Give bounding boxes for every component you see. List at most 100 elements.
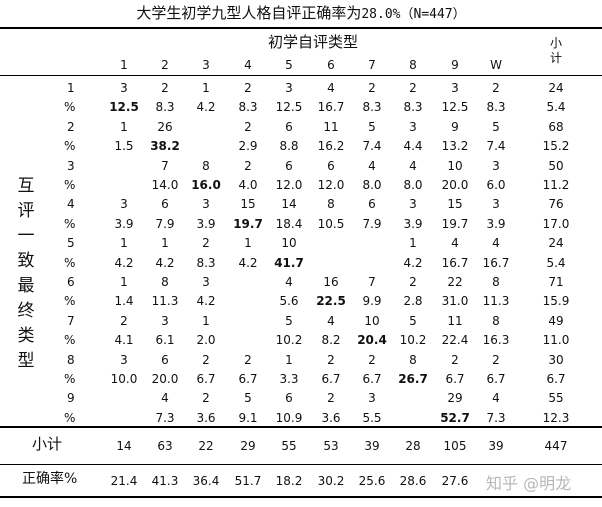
subtotal-label: 小计 [32,435,63,453]
column-header: 3 [202,58,210,72]
row-label: % [64,410,76,425]
table-cell: 9.9 [362,294,382,309]
table-cell: 9.1 [238,410,258,425]
subtotal-cell: 39 [488,439,504,453]
table-cell: 15 [447,197,463,212]
table-cell: 2 [244,352,252,367]
subtotal-cell: 29 [240,439,256,453]
table-cell: 76 [548,197,564,212]
table-cell: 6.7 [486,372,506,386]
subtotal-header: 小 计 [549,36,562,65]
table-cell: 3 [120,81,128,95]
table-cell: 31.0 [441,294,469,309]
table-cell: 5.5 [362,410,382,425]
table-cell: 52.7 [440,410,470,425]
table-cell: 14 [281,197,297,212]
side-label-char: 终 [17,301,35,321]
table-cell: 4 [451,236,459,251]
accuracy-cell: 36.4 [192,474,220,488]
table-cell: 7 [161,158,169,173]
table-cell: 12.5 [109,100,139,115]
subtotal-cell: 28 [405,439,421,453]
table-cell: 22.5 [316,294,346,309]
table-cell: 11.3 [151,294,179,309]
row-label: % [64,333,76,348]
table-cell: 29 [447,391,463,406]
table-cell: 6.7 [445,372,465,386]
table-cell: 6.1 [155,333,175,348]
table-cell: 4 [285,275,293,289]
table-cell: 49 [548,313,564,328]
table-cell: 4 [161,391,169,406]
table-cell: 1 [285,352,293,367]
table-cell: 10.2 [275,333,303,348]
table-cell: 10 [447,158,463,173]
table-cell: 11.3 [482,294,510,309]
table-cell: 1 [202,81,210,95]
table-cell: 6.7 [321,372,341,386]
table-cell: 3 [409,119,417,134]
table-cell: 4 [368,158,376,173]
table-cell: 8 [492,313,500,328]
table-cell: 2 [327,352,335,367]
table-cell: 8.3 [486,100,506,115]
table-cell: 8.3 [196,255,216,270]
table-cell: 7.9 [155,216,175,231]
table-cell: 5 [409,313,417,328]
accuracy-cell: 30.2 [317,474,345,488]
table-cell: 2.0 [196,333,216,348]
subtotal-cell: 14 [116,439,132,453]
table-cell: 4 [409,158,417,173]
table-cell: 8 [327,197,335,212]
table-cell: 38.2 [150,139,180,154]
table-cell: 2 [244,119,252,134]
table-cell: 1 [409,236,417,251]
table-cell: 19.7 [441,216,469,231]
table-cell: 10.5 [317,216,345,231]
table-cell: 1 [120,119,128,134]
table-cell: 3.9 [403,216,423,231]
table-cell: 16.7 [482,255,510,270]
table-cell: 2 [244,158,252,173]
table-cell: 16.7 [317,100,345,115]
column-header: 6 [327,58,335,72]
table-cell: 4.2 [155,255,175,270]
table-cell: 2 [161,81,169,95]
table-cell: 3 [285,81,293,95]
table-cell: 2 [368,81,376,95]
table-cell: 5.4 [546,100,566,115]
table-cell: 3 [492,197,500,212]
table-cell: 3.9 [114,216,134,231]
table-cell: 5 [285,313,293,328]
table-cell: 11.0 [542,333,570,348]
accuracy-cell: 51.7 [234,474,262,488]
side-label-char: 评 [17,201,35,221]
table-cell: 4.2 [238,255,258,270]
row-label: % [64,372,76,386]
table-cell: 3 [409,197,417,212]
table-cell: 2 [451,352,459,367]
table-cell: 20.4 [357,333,387,348]
table-cell: 7 [368,275,376,289]
table-cell: 4.4 [403,139,423,154]
table-cell: 5 [368,119,376,134]
row-label: 2 [67,119,75,134]
table-cell: 6.0 [486,178,506,192]
side-label: 互评一致最终类型 [16,174,36,374]
table-title: 大学生初学九型人格自评正确率为28.0%（N=447） [0,2,602,23]
column-header: 4 [244,58,252,72]
table-cell: 3.6 [196,410,216,425]
table-cell: 11.2 [542,178,570,192]
table-cell: 26.7 [398,372,428,386]
table-cell: 30 [548,352,564,367]
table-cell: 4.2 [196,294,216,309]
accuracy-rule [0,464,602,465]
table-cell: 16.2 [317,139,345,154]
table-cell: 1 [244,236,252,251]
row-label: 6 [67,275,75,289]
table-cell: 6 [368,197,376,212]
column-header: 8 [409,58,417,72]
table-cell: 20.0 [151,372,179,386]
table-cell: 6 [161,352,169,367]
table-cell: 1 [120,236,128,251]
